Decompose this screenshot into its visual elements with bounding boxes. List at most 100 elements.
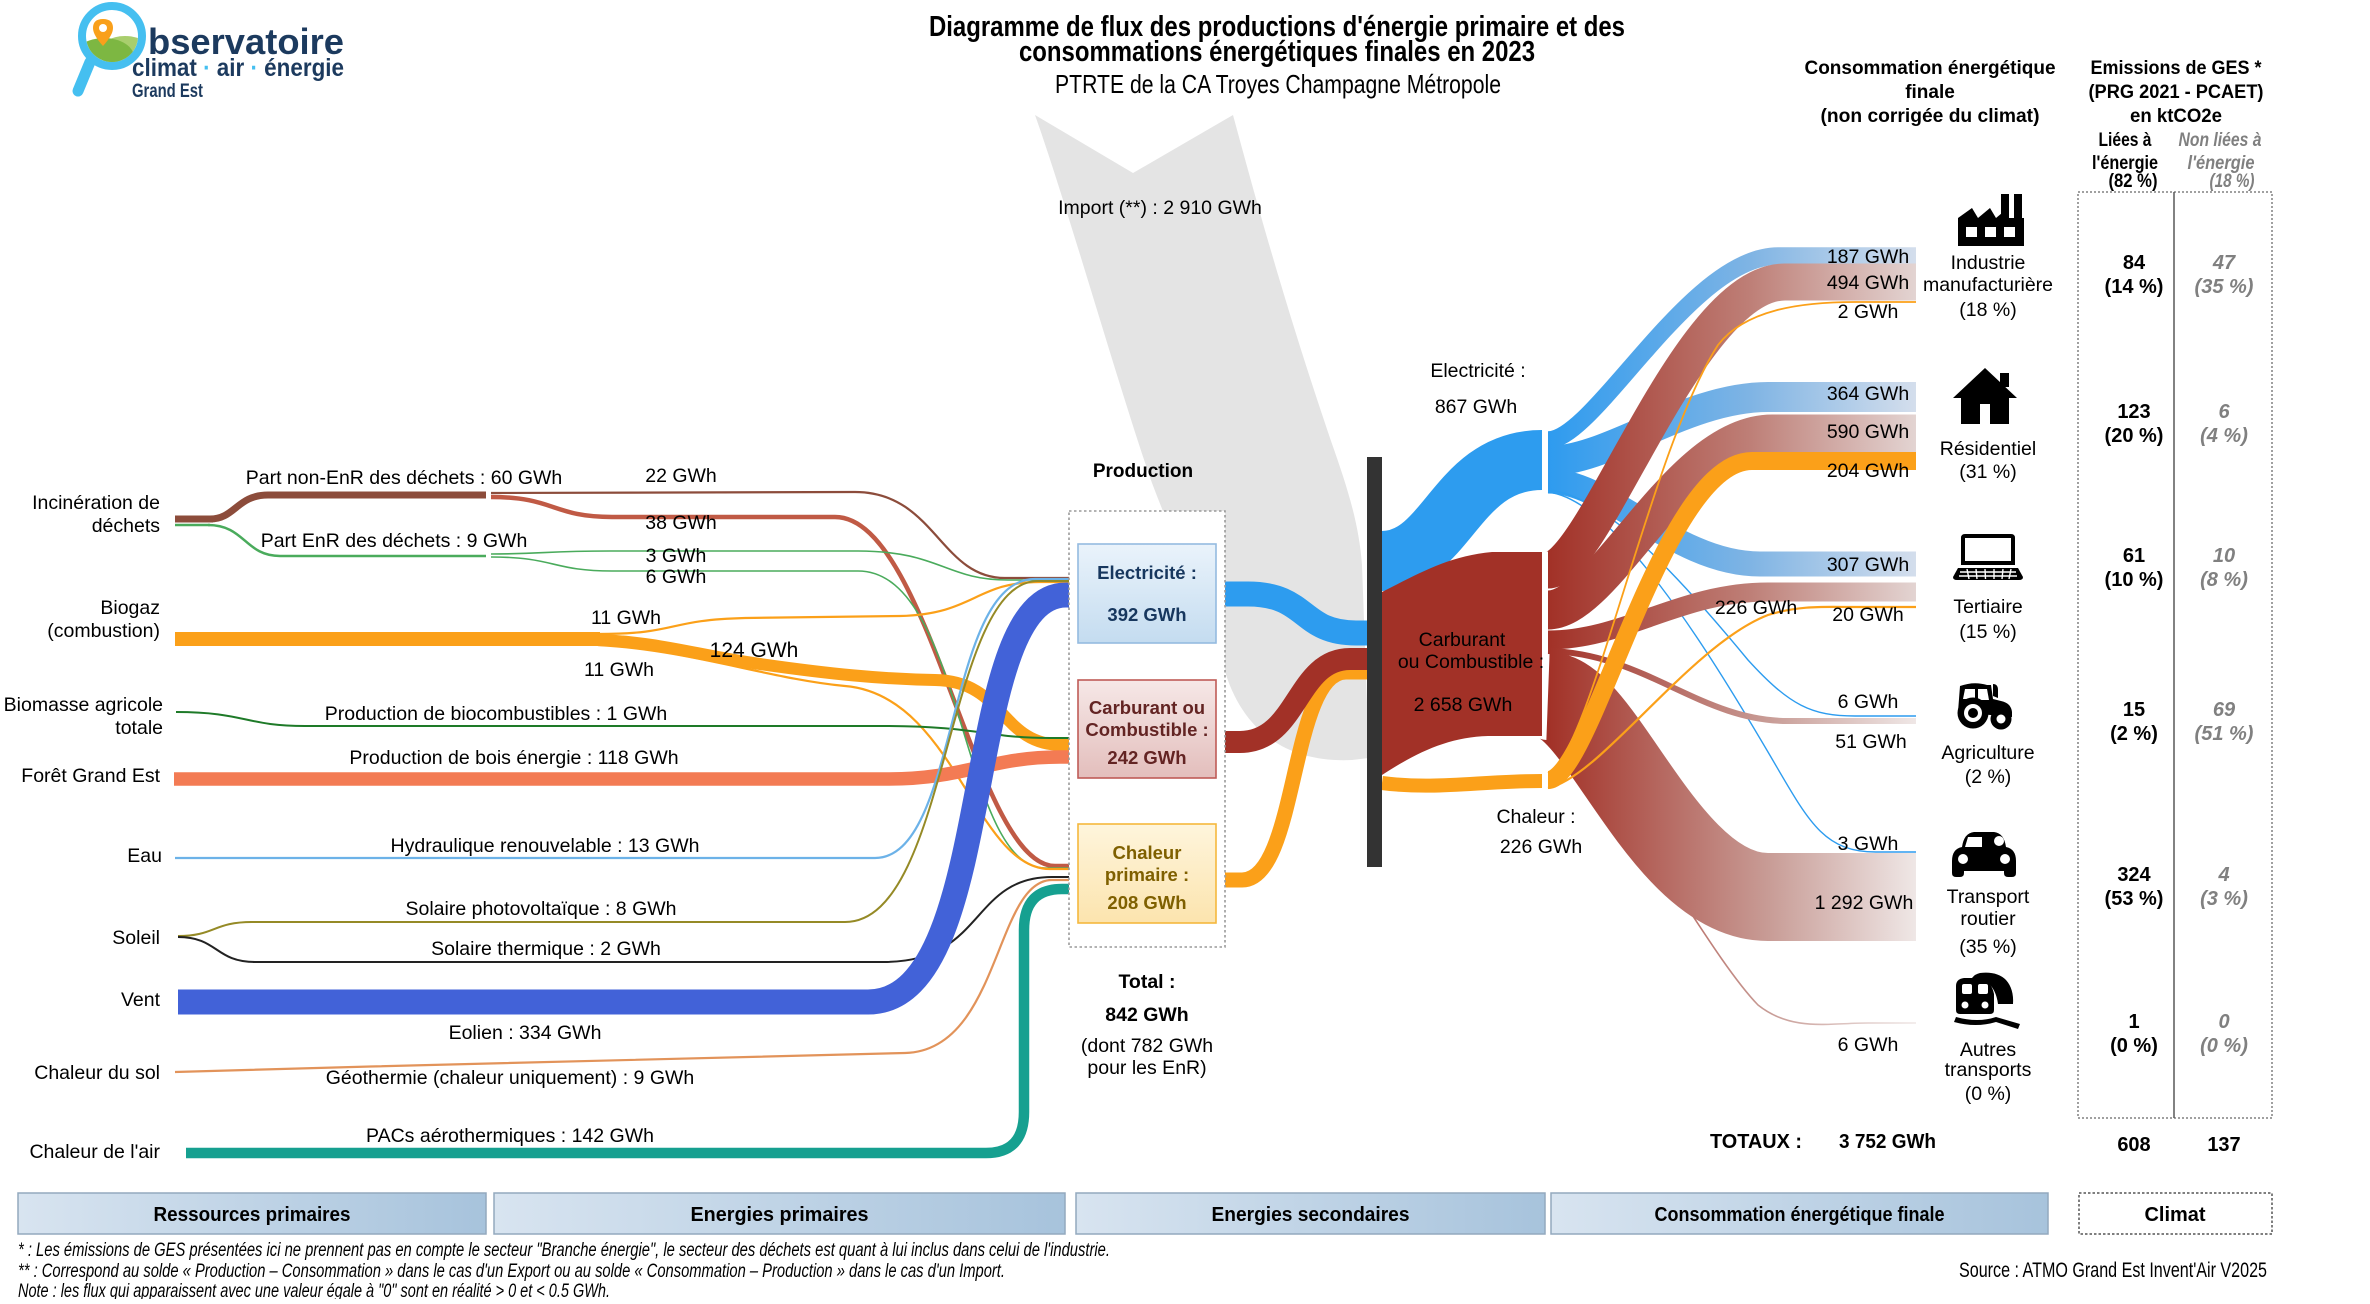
- svg-text:867 GWh: 867 GWh: [1435, 396, 1517, 418]
- svg-text:consommations énergétiques fin: consommations énergétiques finales en 20…: [1019, 36, 1535, 68]
- svg-text:1: 1: [2128, 1011, 2139, 1033]
- svg-text:208 GWh: 208 GWh: [1107, 892, 1186, 913]
- svg-text:Energies primaires: Energies primaires: [691, 1204, 869, 1226]
- svg-text:l'énergie: l'énergie: [2188, 153, 2255, 174]
- svg-text:84: 84: [2123, 252, 2146, 274]
- svg-text:Electricité :: Electricité :: [1097, 562, 1197, 583]
- svg-text:ou Combustible :: ou Combustible :: [1398, 651, 1544, 673]
- svg-text:PTRTE de la CA Troyes Champagn: PTRTE de la CA Troyes Champagne Métropol…: [1055, 69, 1501, 99]
- svg-text:(4 %): (4 %): [2200, 425, 2248, 447]
- svg-text:Carburant ou: Carburant ou: [1089, 697, 1205, 718]
- svg-text:Chaleur: Chaleur: [1113, 842, 1182, 863]
- svg-text:(20 %): (20 %): [2105, 425, 2164, 447]
- svg-text:2 658 GWh: 2 658 GWh: [1414, 694, 1513, 716]
- svg-text:Production de biocombustibles: Production de biocombustibles : 1 GWh: [325, 703, 668, 725]
- svg-text:608: 608: [2117, 1134, 2150, 1156]
- svg-text:Solaire photovoltaïque : 8 GW: Solaire photovoltaïque : 8 GWh: [406, 898, 677, 920]
- svg-text:(0 %): (0 %): [1965, 1083, 2012, 1105]
- svg-text:Eau: Eau: [127, 845, 162, 867]
- svg-text:Soleil: Soleil: [112, 927, 160, 949]
- svg-text:Vent: Vent: [121, 989, 161, 1011]
- svg-text:Liées à: Liées à: [2099, 130, 2152, 151]
- svg-text:Tertiaire: Tertiaire: [1953, 596, 2022, 618]
- svg-text:226 GWh: 226 GWh: [1715, 597, 1797, 619]
- svg-text:1 292 GWh: 1 292 GWh: [1815, 892, 1914, 914]
- svg-text:11 GWh: 11 GWh: [584, 659, 654, 681]
- svg-text:Chaleur :: Chaleur :: [1496, 806, 1575, 828]
- svg-text:Consommation énergétique: Consommation énergétique: [1805, 58, 2056, 79]
- svg-text:Biogaz: Biogaz: [100, 597, 160, 619]
- svg-text:Energies secondaires: Energies secondaires: [1212, 1204, 1410, 1226]
- svg-text:Résidentiel: Résidentiel: [1940, 438, 2036, 460]
- svg-text:590 GWh: 590 GWh: [1827, 421, 1909, 443]
- svg-text:Grand Est: Grand Est: [132, 81, 204, 102]
- svg-text:364 GWh: 364 GWh: [1827, 383, 1909, 405]
- svg-text:(non corrigée du climat): (non corrigée du climat): [1821, 106, 2040, 127]
- svg-text:(0 %): (0 %): [2200, 1035, 2248, 1057]
- svg-text:Agriculture: Agriculture: [1941, 742, 2034, 764]
- svg-text:(53 %): (53 %): [2105, 888, 2164, 910]
- svg-text:38 GWh: 38 GWh: [645, 512, 717, 534]
- svg-text:Consommation énergétique final: Consommation énergétique finale: [1655, 1204, 1945, 1226]
- svg-text:Géothermie (chaleur uniquement: Géothermie (chaleur uniquement) : 9 GWh: [326, 1067, 695, 1089]
- svg-text:en ktCO2e: en ktCO2e: [2130, 106, 2222, 127]
- svg-text:Chaleur du sol: Chaleur du sol: [34, 1062, 160, 1084]
- svg-text:Industrie: Industrie: [1951, 252, 2026, 274]
- svg-text:climat · air · énergie: climat · air · énergie: [132, 54, 344, 82]
- svg-text:51 GWh: 51 GWh: [1835, 731, 1907, 753]
- svg-text:déchets: déchets: [92, 515, 161, 537]
- svg-text:Ressources primaires: Ressources primaires: [154, 1204, 351, 1226]
- svg-text:(PRG 2021 - PCAET): (PRG 2021 - PCAET): [2089, 82, 2264, 103]
- svg-text:20 GWh: 20 GWh: [1832, 604, 1904, 626]
- svg-text:pour les EnR): pour les EnR): [1087, 1057, 1206, 1079]
- svg-text:(2 %): (2 %): [2110, 723, 2158, 745]
- svg-text:47: 47: [2212, 252, 2236, 274]
- svg-text:10: 10: [2213, 545, 2235, 567]
- svg-text:Import (**) : 2 910 GWh: Import (**) : 2 910 GWh: [1058, 197, 1262, 219]
- svg-text:totale: totale: [115, 717, 163, 739]
- svg-text:PACs aérothermiques : 142 GWh: PACs aérothermiques : 142 GWh: [366, 1125, 654, 1147]
- svg-text:Production de bois énergie :: Production de bois énergie : 118 GWh: [349, 747, 678, 769]
- svg-text:(dont 782 GWh: (dont 782 GWh: [1081, 1035, 1213, 1057]
- svg-text:242 GWh: 242 GWh: [1107, 747, 1186, 768]
- svg-text:6: 6: [2218, 401, 2230, 423]
- svg-text:392 GWh: 392 GWh: [1107, 604, 1186, 625]
- svg-text:(18 %): (18 %): [2210, 171, 2255, 192]
- svg-text:Biomasse agricole: Biomasse agricole: [4, 694, 163, 716]
- svg-text:Incinération de: Incinération de: [32, 492, 160, 514]
- svg-text:* : Les émissions de GES prése: * : Les émissions de GES présentées ici …: [18, 1240, 1110, 1261]
- svg-text:Source : ATMO Grand Est Invent: Source : ATMO Grand Est Invent'Air V2025: [1959, 1259, 2267, 1282]
- svg-text:2 GWh: 2 GWh: [1838, 301, 1899, 323]
- svg-text:6 GWh: 6 GWh: [1838, 691, 1899, 713]
- svg-text:6 GWh: 6 GWh: [646, 566, 707, 588]
- svg-text:6 GWh: 6 GWh: [1838, 1034, 1899, 1056]
- svg-text:11 GWh: 11 GWh: [591, 607, 661, 629]
- svg-text:0: 0: [2218, 1011, 2229, 1033]
- svg-text:Production: Production: [1093, 461, 1193, 482]
- svg-text:Emissions de GES *: Emissions de GES *: [2091, 58, 2263, 79]
- svg-text:Carburant: Carburant: [1419, 629, 1506, 651]
- svg-text:l'énergie: l'énergie: [2092, 153, 2158, 174]
- svg-text:Eolien : 334 GWh: Eolien : 334 GWh: [449, 1022, 602, 1044]
- svg-text:Part non-EnR des déchets : 60: Part non-EnR des déchets : 60 GWh: [246, 467, 563, 489]
- svg-text:(14 %): (14 %): [2105, 276, 2164, 298]
- svg-text:842 GWh: 842 GWh: [1105, 1004, 1188, 1026]
- svg-text:TOTAUX :: TOTAUX :: [1710, 1131, 1802, 1153]
- svg-text:Part EnR des déchets : 9 GWh: Part EnR des déchets : 9 GWh: [261, 530, 528, 552]
- svg-text:(35 %): (35 %): [2195, 276, 2254, 298]
- svg-text:15: 15: [2123, 699, 2145, 721]
- svg-text:(0 %): (0 %): [2110, 1035, 2158, 1057]
- svg-text:Autres: Autres: [1960, 1039, 2017, 1061]
- svg-text:Note : les flux qui apparaisse: Note : les flux qui apparaissent avec un…: [18, 1281, 610, 1299]
- svg-text:Diagramme de flux des producti: Diagramme de flux des productions d'éner…: [929, 11, 1625, 43]
- svg-text:(combustion): (combustion): [47, 620, 160, 642]
- svg-text:(82 %): (82 %): [2109, 171, 2158, 192]
- svg-text:137: 137: [2207, 1134, 2240, 1156]
- svg-text:Combustible :: Combustible :: [1085, 719, 1208, 740]
- svg-text:69: 69: [2213, 699, 2236, 721]
- svg-text:Climat: Climat: [2144, 1204, 2205, 1226]
- svg-text:3 752 GWh: 3 752 GWh: [1839, 1131, 1936, 1153]
- svg-text:(8 %): (8 %): [2200, 569, 2248, 591]
- svg-text:3 GWh: 3 GWh: [1838, 833, 1899, 855]
- svg-text:Total :: Total :: [1118, 971, 1175, 993]
